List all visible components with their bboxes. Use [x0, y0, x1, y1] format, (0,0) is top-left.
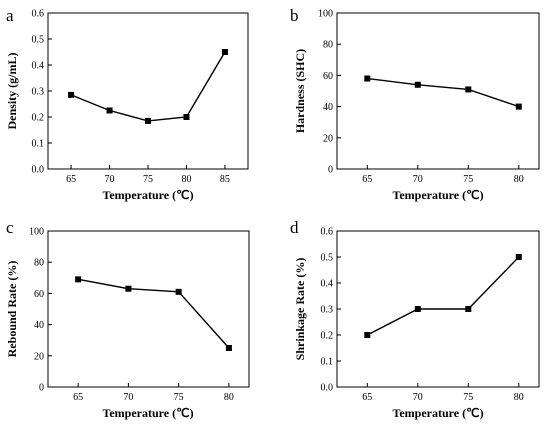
panel-a-y-tick-label: 0.4	[32, 61, 45, 72]
panel-b-data-point	[364, 75, 371, 82]
panel-b-data-point	[414, 81, 421, 88]
panel-a-x-ticks: 65 70 75 80 85	[66, 165, 230, 185]
panel-b-y-ticks: 0 20 40 60 80 100	[318, 9, 341, 176]
panel-a-letter: a	[6, 6, 14, 25]
panel-a-data-point	[221, 49, 228, 55]
panel-d-y-tick-label: 0.1	[321, 357, 334, 368]
panel-d-markers	[364, 254, 522, 338]
panel-c-data-point	[125, 285, 132, 292]
panel-a-y-tick-label: 0.6	[32, 9, 45, 20]
panel-a-y-tick-label: 0.1	[32, 139, 45, 150]
panel-b-y-tick-label: 20	[323, 133, 333, 144]
panel-a-x-tick-label: 70	[105, 174, 115, 185]
panel-b-y-axis-label: Hardness (SHC)	[293, 49, 307, 133]
panel-d-y-tick-label: 0.3	[321, 305, 334, 316]
panel-a-y-tick-label: 0.0	[32, 165, 45, 176]
panel-c-y-tick-label: 20	[34, 351, 44, 362]
panel-c-y-axis-label: Rebound Rate (%)	[5, 261, 19, 358]
panel-b-series-line	[367, 77, 520, 108]
panel-b-y-tick-label: 60	[323, 71, 333, 82]
panel-c-x-tick-label: 70	[123, 392, 133, 403]
panel-d-x-tick-label: 75	[463, 392, 473, 403]
panel-c-x-tick-label: 75	[174, 392, 184, 403]
panel-c-y-tick-label: 60	[34, 289, 44, 300]
panel-b-x-tick-label: 75	[463, 174, 473, 185]
panel-a-x-axis-label: Temperature (℃)	[102, 188, 193, 202]
panel-c-x-ticks: 65 70 75 80	[73, 383, 234, 403]
panel-b-data-point	[465, 86, 472, 93]
panel-b-letter: b	[290, 6, 299, 25]
panel-a-y-axis-label: Density (g/mL)	[5, 53, 19, 130]
panel-b-y-tick-label: 80	[323, 40, 333, 51]
panel-a-data-point	[183, 114, 190, 120]
panel-c-y-tick-label: 100	[29, 227, 44, 238]
panel-a-x-tick-label: 75	[143, 174, 153, 185]
panel-d-letter: d	[290, 218, 299, 237]
panel-d-y-tick-label: 0.5	[321, 253, 334, 264]
panel-b-plot-frame	[336, 12, 540, 170]
panel-b-y-tick-label: 40	[323, 102, 333, 113]
panel-d-data-point	[465, 306, 472, 312]
panel-d-data-point	[515, 254, 522, 260]
panel-d: d 0.0 0.1 0.2 0.3 0.4 0.5 0.6 65 70 75 80 Tempera…	[290, 218, 540, 420]
panel-c-y-tick-label: 40	[34, 320, 44, 331]
panel-c-letter: c	[6, 218, 14, 237]
panel-c-data-point	[175, 288, 182, 295]
panel-a-markers	[68, 49, 228, 124]
panel-c-y-tick-label: 0	[39, 383, 44, 394]
panel-c-x-axis-label: Temperature (℃)	[102, 406, 193, 420]
panel-a-y-tick-label: 0.2	[32, 113, 45, 124]
panel-a-y-tick-label: 0.5	[32, 35, 45, 46]
panel-a: a 0.0 0.1 0.2 0.3 0.4 0.5 0.6 65 70 75 80 85 Tempe…	[5, 6, 249, 202]
panel-a-plot-frame	[47, 12, 249, 170]
panel-a-y-tick-label: 0.3	[32, 87, 45, 98]
panel-c-markers	[75, 276, 232, 351]
panel-d-x-ticks: 65 70 75 80	[362, 383, 524, 403]
panel-c-series-line	[78, 278, 230, 349]
panel-b-x-tick-label: 65	[362, 174, 372, 185]
panel-d-x-tick-label: 65	[362, 392, 372, 403]
panel-c-y-tick-label: 80	[34, 258, 44, 269]
panel-d-y-tick-label: 0.6	[321, 227, 334, 238]
panel-d-y-axis-label: Shrinkage Rate (%)	[293, 258, 307, 361]
panel-b-markers	[364, 75, 522, 110]
panel-a-x-tick-label: 80	[181, 174, 191, 185]
panel-c-data-point	[75, 276, 82, 283]
panel-d-series-line	[366, 256, 520, 336]
panel-a-x-tick-label: 65	[66, 174, 76, 185]
panel-c-data-point	[225, 345, 232, 351]
panel-b-x-axis-label: Temperature (℃)	[392, 188, 483, 202]
panel-d-y-tick-label: 0.4	[321, 279, 334, 290]
panel-a-data-point	[106, 107, 113, 114]
panel-b-x-tick-label: 70	[413, 174, 423, 185]
panel-d-data-point	[364, 332, 371, 338]
panel-b-x-tick-label: 80	[514, 174, 524, 185]
panel-d-x-axis-label: Temperature (℃)	[392, 406, 483, 420]
panel-d-y-tick-label: 0.0	[321, 383, 334, 394]
panel-a-data-point	[145, 117, 151, 124]
panel-c-plot-frame	[47, 230, 250, 388]
panel-c-y-ticks: 0 20 40 60 80 100	[29, 227, 52, 394]
panel-b-y-tick-label: 100	[318, 9, 333, 20]
panel-b-y-tick-label: 0	[328, 165, 333, 176]
panel-d-x-tick-label: 80	[514, 392, 524, 403]
panel-d-y-tick-label: 0.2	[321, 331, 334, 342]
panel-c-x-tick-label: 65	[73, 392, 83, 403]
panel-a-series-line	[70, 51, 226, 122]
panel-a-data-point	[68, 91, 75, 98]
panel-d-y-ticks: 0.0 0.1 0.2 0.3 0.4 0.5 0.6	[321, 227, 341, 394]
panel-d-data-point	[414, 306, 421, 312]
panel-b-x-ticks: 65 70 75 80	[362, 165, 524, 185]
panel-a-y-ticks: 0.0 0.1 0.2 0.3 0.4 0.5 0.6	[32, 9, 52, 176]
panel-b-data-point	[515, 103, 522, 110]
panel-d-x-tick-label: 70	[413, 392, 423, 403]
panel-c-x-tick-label: 80	[224, 392, 234, 403]
panel-a-x-tick-label: 85	[220, 174, 230, 185]
